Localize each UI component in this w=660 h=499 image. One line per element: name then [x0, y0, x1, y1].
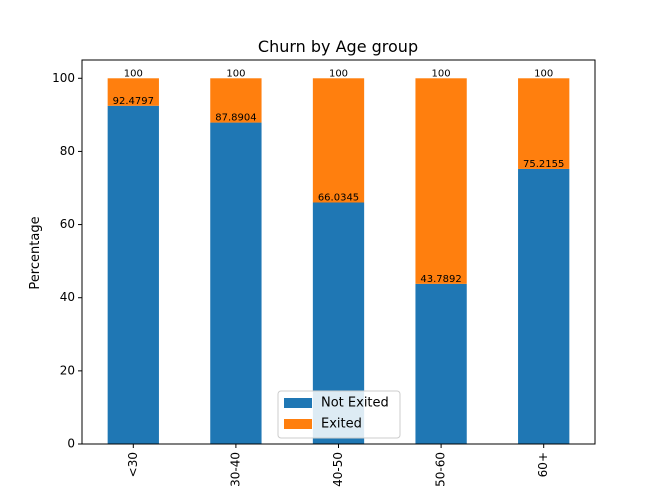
x-axis: <30 30-40 40-50 50-60 60+	[126, 444, 550, 487]
bar-exited-3	[415, 78, 467, 284]
y-axis-label: Percentage	[28, 216, 43, 289]
bar-label-total-3: 100	[432, 68, 451, 79]
bar-label-not-exited-4: 75.2155	[523, 159, 564, 170]
bar-not-exited-1	[210, 122, 262, 444]
y-tick-label-3: 60	[60, 217, 75, 231]
bar-label-not-exited-2: 66.0345	[318, 193, 359, 204]
bar-label-total-2: 100	[329, 68, 348, 79]
bar-label-not-exited-0: 92.4797	[113, 96, 154, 107]
bar-label-total-0: 100	[124, 68, 143, 79]
bar-not-exited-4	[518, 168, 570, 444]
bar-not-exited-3	[415, 283, 467, 444]
x-tick-label-3: 50-60	[434, 452, 448, 487]
x-tick-label-1: 30-40	[228, 452, 242, 487]
legend-label-1: Exited	[321, 417, 362, 432]
y-tick-label-5: 100	[52, 71, 75, 85]
x-tick-label-4: 60+	[536, 452, 550, 477]
y-tick-label-4: 80	[60, 144, 75, 158]
legend: Not Exited Exited	[277, 390, 401, 439]
bar-exited-2	[312, 78, 365, 203]
legend-label-0: Not Exited	[321, 396, 389, 411]
y-tick-label-0: 0	[67, 437, 75, 451]
bar-label-total-1: 100	[226, 68, 245, 79]
bar-label-total-4: 100	[534, 68, 553, 79]
bar-not-exited-0	[107, 105, 159, 445]
chart-title: Churn by Age group	[258, 37, 418, 56]
legend-swatch-1	[284, 419, 312, 429]
bars-group	[107, 78, 570, 445]
x-tick-label-2: 40-50	[331, 452, 345, 487]
bar-exited-4	[518, 78, 570, 169]
x-tick-label-0: <30	[126, 452, 140, 477]
legend-swatch-0	[284, 398, 312, 408]
bar-label-not-exited-3: 43.7892	[420, 274, 461, 285]
bar-exited-0	[107, 78, 159, 106]
y-tick-label-2: 40	[60, 290, 75, 304]
y-tick-label-1: 20	[60, 363, 75, 377]
y-axis: 0 20 40 60 80 100	[52, 71, 82, 451]
bar-labels-group: 92.4797 100 87.8904 100 66.0345 100 43.7892 100…	[113, 68, 565, 285]
bar-exited-1	[210, 78, 262, 123]
bar-label-not-exited-1: 87.8904	[215, 113, 256, 124]
plot-frame	[81, 59, 596, 445]
